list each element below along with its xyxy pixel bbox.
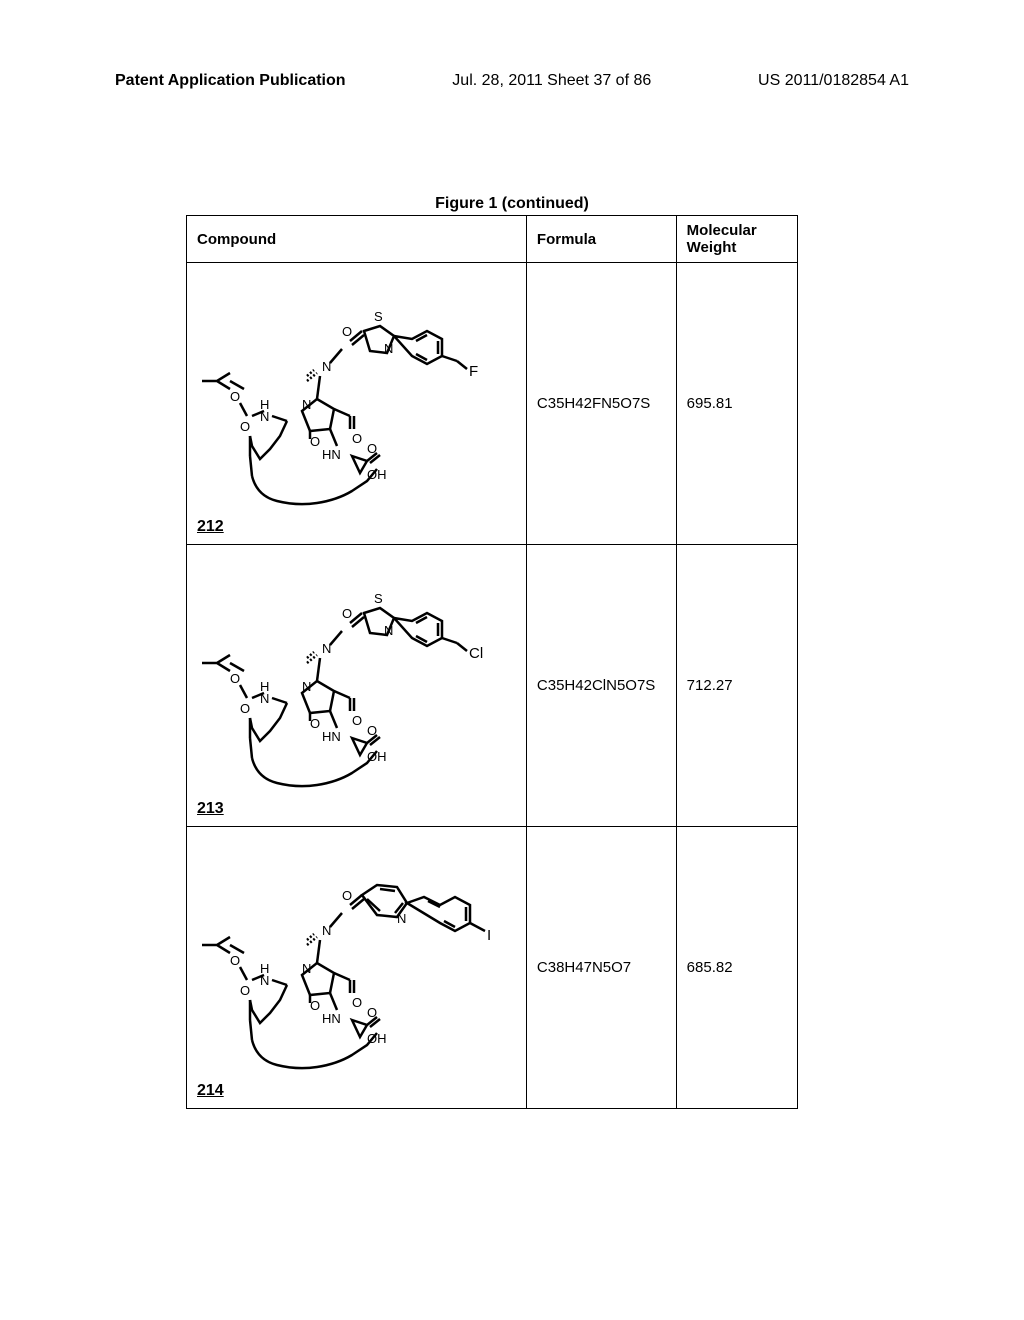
formula-cell: C35H42ClN5O7S [526,545,676,827]
svg-text:O: O [310,716,320,731]
weight-cell: 712.27 [676,545,797,827]
svg-text:Cl: Cl [469,645,483,662]
svg-text:N: N [397,911,406,926]
compound-number: 213 [197,800,224,818]
molecule-icon: O O H N N O O [202,845,512,1090]
compound-table: Compound Formula Molecular Weight [186,215,798,1109]
svg-text:N: N [260,973,269,988]
svg-text:F: F [469,363,478,380]
svg-text:O: O [352,713,362,728]
chemical-structure-214: O O H N N O O [197,833,516,1102]
publication-number: US 2011/0182854 A1 [758,72,909,90]
formula-cell: C38H47N5O7 [526,827,676,1109]
page-header: Patent Application Publication Jul. 28, … [0,72,1024,90]
compound-header: Compound [187,216,527,263]
svg-text:O: O [230,953,240,968]
svg-text:O: O [342,606,352,621]
weight-cell: 695.81 [676,263,797,545]
svg-text:N: N [384,623,393,638]
svg-text:O: O [240,983,250,998]
svg-text:N: N [302,961,311,976]
svg-text:O: O [342,324,352,339]
weight-header: Molecular Weight [676,216,797,263]
svg-text:O: O [352,995,362,1010]
svg-text:S: S [374,591,383,606]
chemical-structure-213: O O H N N O O [197,551,516,820]
svg-text:N: N [302,679,311,694]
table-header-row: Compound Formula Molecular Weight [187,216,798,263]
svg-text:N: N [302,397,311,412]
svg-text:OH: OH [367,1031,387,1046]
compound-cell-212: O O H N N [187,263,527,545]
svg-text:O: O [352,431,362,446]
compound-number: 214 [197,1082,224,1100]
svg-text:O: O [240,701,250,716]
sheet-info: Jul. 28, 2011 Sheet 37 of 86 [452,72,651,90]
svg-text:HN: HN [322,729,341,744]
formula-header: Formula [526,216,676,263]
svg-text:O: O [310,434,320,449]
table-row: O O H N N O O [187,827,798,1109]
publication-label: Patent Application Publication [115,72,346,90]
svg-text:O: O [240,419,250,434]
compound-number: 212 [197,518,224,536]
formula-cell: C35H42FN5O7S [526,263,676,545]
svg-text:OH: OH [367,467,387,482]
svg-text:HN: HN [322,1011,341,1026]
compound-cell-213: O O H N N O O [187,545,527,827]
svg-text:N: N [260,691,269,706]
molecule-icon: O O H N N [202,281,512,526]
svg-text:HN: HN [322,447,341,462]
svg-text:OH: OH [367,749,387,764]
svg-text:O: O [230,389,240,404]
svg-text:O: O [230,671,240,686]
weight-cell: 685.82 [676,827,797,1109]
table-row: O O H N N [187,263,798,545]
svg-text:S: S [374,309,383,324]
svg-text:O: O [310,998,320,1013]
svg-text:I: I [487,927,491,944]
svg-text:N: N [260,409,269,424]
chemical-structure-212: O O H N N [197,269,516,538]
compound-cell-214: O O H N N O O [187,827,527,1109]
table-row: O O H N N O O [187,545,798,827]
figure-title: Figure 1 (continued) [0,195,1024,213]
molecule-icon: O O H N N O O [202,563,512,808]
svg-text:O: O [342,888,352,903]
svg-text:N: N [384,341,393,356]
